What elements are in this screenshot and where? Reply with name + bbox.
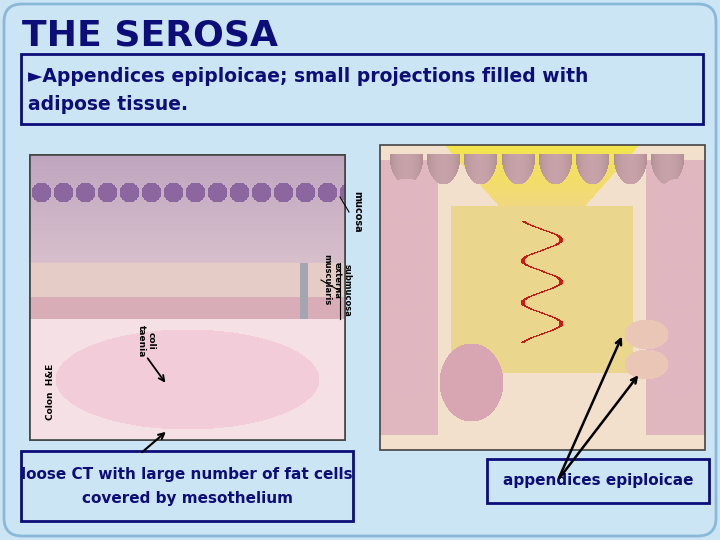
Text: covered by mesothelium: covered by mesothelium bbox=[81, 490, 292, 505]
Text: taenia: taenia bbox=[137, 325, 145, 357]
Text: coli: coli bbox=[146, 332, 156, 350]
FancyBboxPatch shape bbox=[487, 459, 709, 503]
Bar bbox=[380, 145, 705, 450]
Bar bbox=[30, 155, 345, 440]
Text: externa: externa bbox=[333, 261, 341, 299]
Text: adipose tissue.: adipose tissue. bbox=[28, 96, 188, 114]
Text: loose CT with large number of fat cells: loose CT with large number of fat cells bbox=[21, 467, 353, 482]
FancyBboxPatch shape bbox=[4, 4, 716, 536]
Text: THE SEROSA: THE SEROSA bbox=[22, 18, 278, 52]
Text: mucosa: mucosa bbox=[352, 191, 362, 233]
Text: Colon  H&E: Colon H&E bbox=[46, 364, 55, 420]
FancyBboxPatch shape bbox=[21, 451, 353, 521]
FancyBboxPatch shape bbox=[21, 54, 703, 124]
Text: submucosa: submucosa bbox=[343, 264, 351, 316]
Text: muscularis: muscularis bbox=[323, 254, 331, 306]
Text: ►Appendices epiploicae; small projections filled with: ►Appendices epiploicae; small projection… bbox=[28, 68, 588, 86]
Bar bbox=[30, 155, 345, 440]
Text: appendices epiploicae: appendices epiploicae bbox=[503, 474, 693, 489]
